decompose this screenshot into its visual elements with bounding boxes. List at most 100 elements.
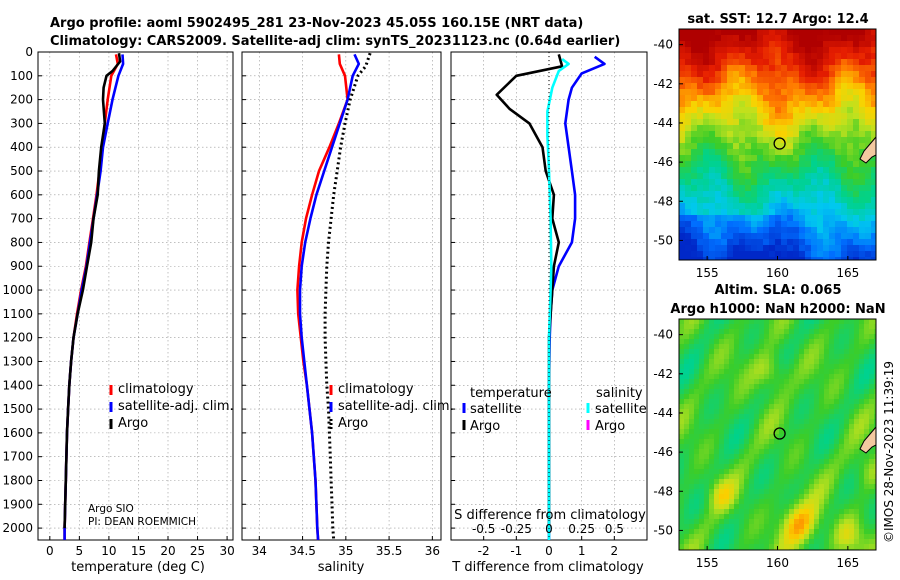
map-cell [784, 499, 790, 505]
map-cell [859, 544, 865, 550]
map-cell [819, 494, 825, 500]
map-cell [799, 389, 805, 395]
map-cell [694, 339, 700, 345]
map-cell [727, 197, 734, 204]
map-cell [864, 364, 870, 370]
map-cell [847, 245, 854, 252]
map-cell [781, 233, 788, 240]
map-cell [694, 349, 700, 355]
map-cell [749, 464, 755, 470]
map-cell [824, 399, 830, 405]
map-cell [839, 359, 845, 365]
map-cell [715, 59, 722, 66]
map-cell [874, 389, 876, 395]
map-cell [849, 429, 855, 435]
map-cell [844, 394, 850, 400]
map-cell [703, 95, 710, 102]
map-cell [709, 514, 715, 520]
map-cell [757, 125, 764, 132]
map-cell [697, 89, 704, 96]
map-cell [793, 107, 800, 114]
map-cell [799, 474, 805, 480]
map-cell [704, 394, 710, 400]
map-cell [691, 215, 698, 222]
map-cell [734, 449, 740, 455]
map-cell [715, 161, 722, 168]
map-cell [744, 464, 750, 470]
map-cell [697, 119, 704, 126]
map-cell [709, 239, 716, 246]
map-cell [703, 221, 710, 228]
map-cell [829, 155, 836, 162]
map-cell [757, 221, 764, 228]
map-cell [679, 319, 685, 325]
map-cell [694, 454, 700, 460]
map-cell [715, 83, 722, 90]
map-cell [829, 529, 835, 535]
map-cell [727, 233, 734, 240]
map-cell [824, 339, 830, 345]
map-cell [809, 494, 815, 500]
map-cell [769, 143, 776, 150]
map-cell [697, 191, 704, 198]
map-cell [733, 59, 740, 66]
map-cell [814, 324, 820, 330]
map-cell [744, 439, 750, 445]
map-cell [805, 107, 812, 114]
map-cell [859, 173, 866, 180]
map-cell [811, 113, 818, 120]
map-cell [854, 359, 860, 365]
map-cell [859, 41, 866, 48]
map-cell [721, 185, 728, 192]
map-cell [793, 203, 800, 210]
map-cell [739, 389, 745, 395]
map-cell [799, 394, 805, 400]
map-cell [793, 257, 800, 260]
map-cell [744, 424, 750, 430]
map-cell [709, 354, 715, 360]
map-cell [799, 419, 805, 425]
map-lat-label: -46 [653, 155, 673, 169]
map-cell [799, 499, 805, 505]
map-cell [779, 514, 785, 520]
map-cell [865, 101, 872, 108]
map-cell [685, 167, 692, 174]
map-cell [719, 329, 725, 335]
map-cell [793, 233, 800, 240]
map-cell [819, 449, 825, 455]
map-cell [849, 364, 855, 370]
map-cell [691, 233, 698, 240]
map-cell [733, 83, 740, 90]
map-cell [841, 245, 848, 252]
map-cell [794, 489, 800, 495]
map-cell [754, 374, 760, 380]
map-cell [853, 233, 860, 240]
map-cell [824, 539, 830, 545]
map-cell [715, 221, 722, 228]
map-cell [697, 47, 704, 54]
map-cell [817, 215, 824, 222]
map-cell [759, 404, 765, 410]
map-cell [819, 339, 825, 345]
map-cell [853, 29, 860, 36]
map-cell [757, 71, 764, 78]
map-cell [694, 469, 700, 475]
map-cell [719, 494, 725, 500]
map-cell [844, 469, 850, 475]
map-cell [739, 65, 746, 72]
map-cell [739, 449, 745, 455]
map-cell [715, 41, 722, 48]
map-cell [849, 344, 855, 350]
map-cell [829, 474, 835, 480]
map-cell [691, 221, 698, 228]
map-cell [779, 464, 785, 470]
map-cell [709, 454, 715, 460]
map-cell [719, 364, 725, 370]
map-cell [744, 354, 750, 360]
map-cell [789, 359, 795, 365]
map-cell [824, 394, 830, 400]
map-cell [794, 509, 800, 515]
map-cell [781, 101, 788, 108]
map-cell [874, 344, 876, 350]
map-cell [739, 339, 745, 345]
